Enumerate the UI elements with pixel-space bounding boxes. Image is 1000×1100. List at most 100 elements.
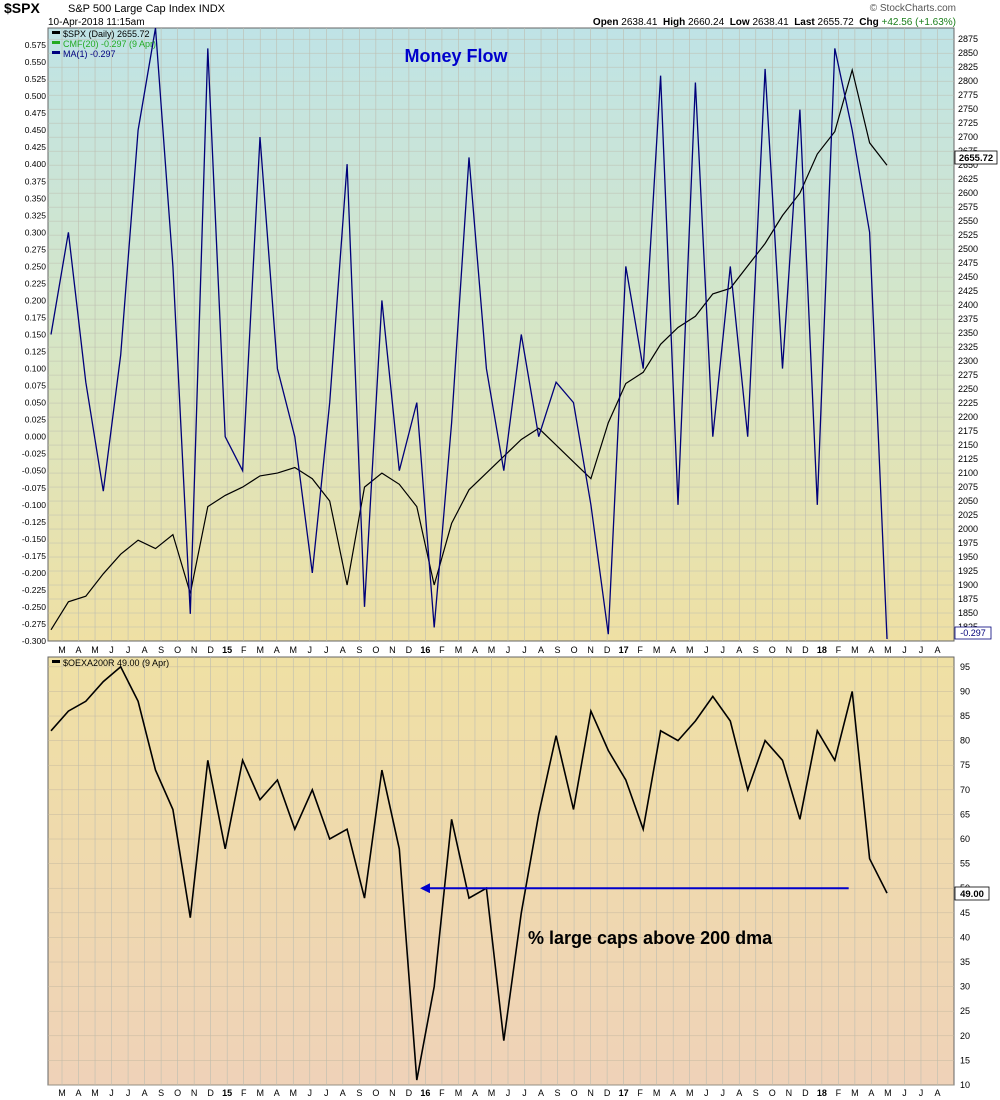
x-tick-label: 15 xyxy=(222,1088,232,1098)
x-tick-label: M xyxy=(290,1088,298,1098)
right-tick-label: 80 xyxy=(960,736,970,746)
price-last-label: 2655.72 xyxy=(959,153,993,164)
x-tick-label: O xyxy=(372,1088,379,1098)
bottom-gridlines xyxy=(48,657,954,1086)
open-value: 2638.41 xyxy=(621,17,658,28)
x-tick-label: A xyxy=(538,645,544,655)
left-tick-label: 0.100 xyxy=(25,364,47,374)
right-tick-label: 2225 xyxy=(958,398,978,408)
x-tick-label: M xyxy=(686,1088,694,1098)
x-tick-label: O xyxy=(571,645,578,655)
x-tick-label: N xyxy=(786,1088,793,1098)
quote-summary: Open 2638.41 High 2660.24 Low 2638.41 La… xyxy=(593,17,956,28)
x-tick-label: A xyxy=(472,1088,478,1098)
x-tick-label: S xyxy=(158,645,164,655)
left-tick-label: 0.025 xyxy=(25,415,47,425)
right-tick-label: 2250 xyxy=(958,384,978,394)
oex-last-label: 49.00 xyxy=(960,889,984,900)
x-tick-label: N xyxy=(191,1088,198,1098)
left-tick-label: -0.250 xyxy=(22,602,46,612)
right-tick-label: 70 xyxy=(960,785,970,795)
x-tick-label: J xyxy=(308,645,313,655)
x-tick-label: O xyxy=(174,645,181,655)
x-tick-label: N xyxy=(191,645,198,655)
bottom-plot-area xyxy=(47,656,955,1086)
cmf-line xyxy=(50,27,888,640)
right-tick-label: 2200 xyxy=(958,412,978,422)
left-tick-label: -0.200 xyxy=(22,568,46,578)
x-tick-label: M xyxy=(488,1088,496,1098)
x-tick-label: M xyxy=(653,1088,661,1098)
x-tick-label: M xyxy=(58,645,66,655)
x-tick-label: J xyxy=(324,1088,329,1098)
x-tick-label: N xyxy=(587,645,594,655)
x-tick-label: J xyxy=(506,645,511,655)
right-tick-label: 10 xyxy=(960,1080,970,1090)
x-tick-label: 17 xyxy=(619,1088,629,1098)
right-tick-label: 2500 xyxy=(958,244,978,254)
x-tick-label: F xyxy=(439,645,445,655)
x-tick-label: M xyxy=(884,1088,892,1098)
x-tick-label: N xyxy=(389,1088,396,1098)
legend-entry: $SPX (Daily) 2655.72 xyxy=(63,29,150,39)
right-tick-label: 2625 xyxy=(958,174,978,184)
x-tick-label: O xyxy=(769,1088,776,1098)
last-value: 2655.72 xyxy=(817,17,854,28)
left-tick-label: 0.350 xyxy=(25,193,47,203)
left-tick-label: 0.300 xyxy=(25,227,47,237)
right-tick-label: 1825 xyxy=(958,622,978,632)
x-tick-label: J xyxy=(919,645,924,655)
x-tick-label: J xyxy=(720,1088,725,1098)
x-tick-label: F xyxy=(637,645,643,655)
right-tick-label: 2575 xyxy=(958,202,978,212)
x-tick-label: A xyxy=(76,645,82,655)
x-tick-label: M xyxy=(91,1088,99,1098)
right-tick-label: 2075 xyxy=(958,482,978,492)
ticker-symbol: $SPX xyxy=(4,0,40,16)
x-tick-label: A xyxy=(142,1088,148,1098)
x-tick-label: A xyxy=(274,645,280,655)
x-tick-label: J xyxy=(522,645,527,655)
left-tick-label: -0.275 xyxy=(22,619,46,629)
x-tick-label: J xyxy=(522,1088,527,1098)
right-tick-label: 2675 xyxy=(958,146,978,156)
x-tick-label: D xyxy=(604,645,611,655)
left-tick-label: 0.000 xyxy=(25,432,47,442)
x-tick-label: O xyxy=(571,1088,578,1098)
x-tick-label: F xyxy=(836,1088,842,1098)
x-tick-label: M xyxy=(851,1088,859,1098)
left-tick-label: 0.200 xyxy=(25,295,47,305)
x-tick-label: F xyxy=(241,1088,247,1098)
x-tick-label: J xyxy=(324,645,329,655)
bottom-legend: $OEXA200R 49.00 (9 Apr) xyxy=(52,658,169,668)
right-tick-label: 2650 xyxy=(958,160,978,170)
top-left-axis: 0.575 0.550 0.525 0.500 0.475 0.450 0.425 0.400… xyxy=(22,40,46,646)
high-value: 2660.24 xyxy=(687,17,725,28)
oex-last-tag: 49.00 xyxy=(954,886,990,901)
left-tick-label: -0.300 xyxy=(22,636,46,646)
left-tick-label: 0.450 xyxy=(25,125,47,135)
right-tick-label: 1975 xyxy=(958,538,978,548)
x-tick-label: S xyxy=(356,1088,362,1098)
x-tick-label: A xyxy=(736,645,742,655)
x-tick-label: J xyxy=(109,1088,114,1098)
left-tick-label: -0.075 xyxy=(22,483,46,493)
x-tick-label: M xyxy=(256,1088,264,1098)
x-tick-label: J xyxy=(720,645,725,655)
left-tick-label: 0.425 xyxy=(25,142,47,152)
x-tick-label: M xyxy=(256,645,264,655)
x-tick-label: N xyxy=(786,645,793,655)
chg-value: +42.56 (+1.63%) xyxy=(881,17,957,28)
left-tick-label: -0.025 xyxy=(22,449,46,459)
right-tick-label: 50 xyxy=(960,883,970,893)
low-label: Low xyxy=(729,17,750,28)
low-value: 2638.41 xyxy=(752,17,789,28)
right-tick-label: 35 xyxy=(960,957,970,967)
right-tick-label: 20 xyxy=(960,1031,970,1041)
x-tick-label: J xyxy=(704,645,709,655)
stockcharts-brand: © StockCharts.com xyxy=(869,3,956,14)
legend-swatch xyxy=(52,660,60,663)
left-tick-label: 0.375 xyxy=(25,176,47,186)
x-tick-label: A xyxy=(142,645,148,655)
